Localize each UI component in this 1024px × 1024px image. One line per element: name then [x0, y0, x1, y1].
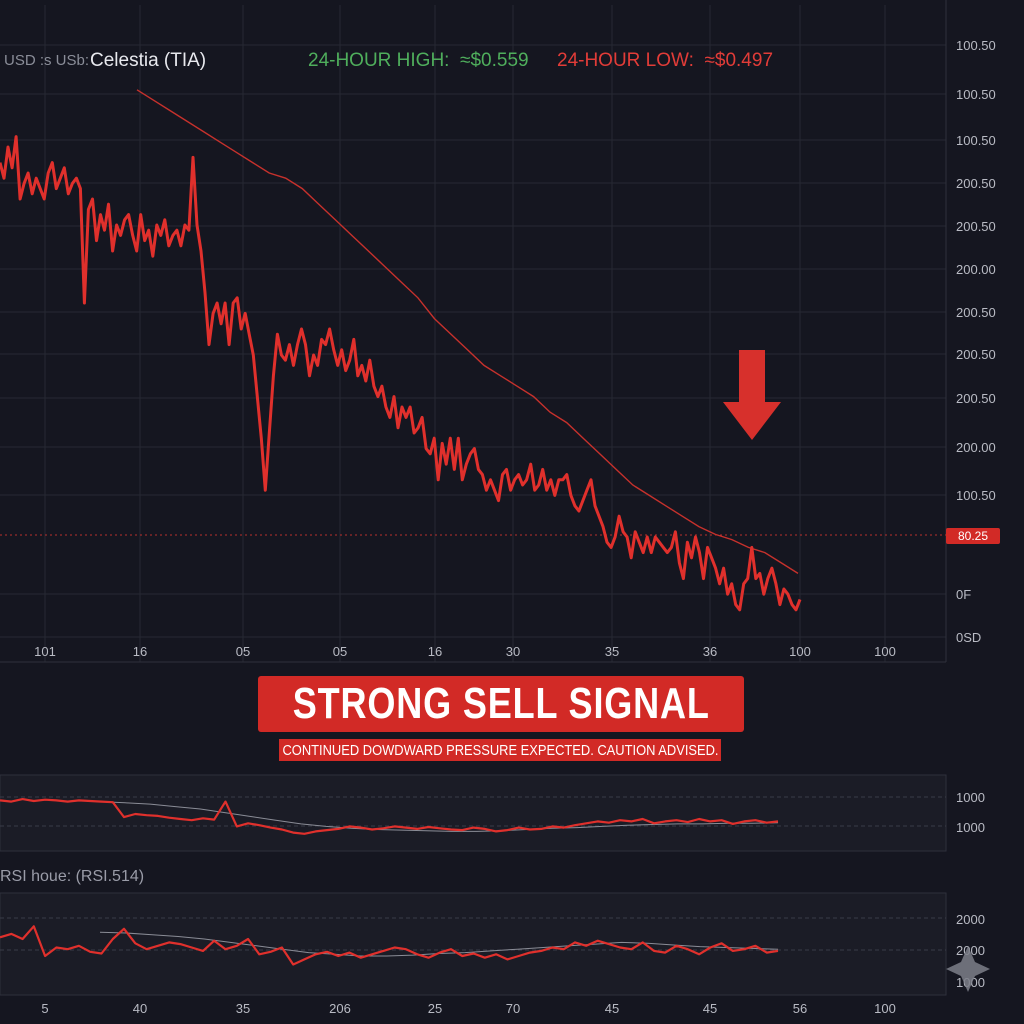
rsi-x-tick-label: 70	[506, 1001, 520, 1016]
sell-signal-subtitle: CONTINUED DOWDWARD PRESSURE EXPECTED. CA…	[279, 739, 721, 761]
x-tick-label: 36	[703, 644, 717, 659]
y-tick-label: 100.50	[956, 488, 996, 503]
x-tick-label: 35	[605, 644, 619, 659]
y-tick-label: 200.50	[956, 391, 996, 406]
rsi-y-tick-label: 2000	[956, 943, 985, 958]
x-tick-label: 101	[34, 644, 56, 659]
indicator-signal-line	[99, 801, 779, 832]
x-tick-label: 30	[506, 644, 520, 659]
rsi-x-tick-label: 206	[329, 1001, 351, 1016]
y-tick-label: 200.50	[956, 176, 996, 191]
y-tick-label: 200.00	[956, 262, 996, 277]
indicator-panel-frame	[0, 774, 947, 852]
low-label: 24-HOUR LOW:	[557, 50, 694, 71]
rsi-x-tick-label: 5	[41, 1001, 48, 1016]
high-label: 24-HOUR HIGH:	[308, 50, 450, 71]
price-series	[0, 135, 802, 612]
x-tick-label: 16	[428, 644, 442, 659]
rsi-panel-frame	[0, 892, 947, 996]
y-tick-label: 0F	[956, 587, 971, 602]
moving-average-line	[136, 89, 799, 574]
indicator-y-tick-label: 1000	[956, 790, 985, 805]
current-price-label: 80.25	[958, 529, 988, 543]
y-tick-label: 100.50	[956, 133, 996, 148]
main-y-axis: 100.50 100.50 100.50 200.50 200.50 200.00 200.…	[956, 38, 996, 645]
rsi-x-tick-label: 100	[874, 1001, 896, 1016]
rsi-y-tick-label: 2000	[956, 912, 985, 927]
y-tick-label: 200.50	[956, 347, 996, 362]
rsi-x-tick-label: 35	[236, 1001, 250, 1016]
high-value: ≈$0.559	[460, 50, 529, 71]
main-chart-grid	[0, 0, 947, 663]
low-stat: 24-HOUR LOW: ≈$0.497	[557, 50, 773, 72]
y-tick-label: 200.00	[956, 440, 996, 455]
rsi-x-tick-label: 45	[703, 1001, 717, 1016]
down-arrow-icon	[723, 350, 781, 440]
price-line	[0, 135, 802, 612]
currency-pair-label: USD :s USb:	[4, 52, 90, 69]
rsi-x-tick-label: 25	[428, 1001, 442, 1016]
indicator-line	[0, 797, 779, 835]
rsi-x-tick-label: 45	[605, 1001, 619, 1016]
y-tick-label: 100.50	[956, 38, 996, 53]
rsi-panel: 200020001000540352062570454556100	[0, 892, 985, 1016]
diamond-star-icon	[946, 946, 990, 992]
x-tick-label: 05	[236, 644, 250, 659]
sell-signal-subtitle-text: CONTINUED DOWDWARD PRESSURE EXPECTED. CA…	[281, 741, 719, 759]
rsi-line	[0, 925, 779, 966]
indicator-panel: 1000 1000	[0, 774, 985, 852]
indicator-y-tick-label: 1000	[956, 820, 985, 835]
x-tick-label: 16	[133, 644, 147, 659]
main-x-axis: 101 16 05 05 16 30 35 36 100 100	[34, 644, 896, 659]
y-tick-label: 200.50	[956, 305, 996, 320]
high-stat: 24-HOUR HIGH: ≈$0.559	[308, 50, 529, 72]
sell-signal-banner: STRONG SELL SIGNAL	[258, 676, 744, 732]
x-tick-label: 05	[333, 644, 347, 659]
x-tick-label: 100	[874, 644, 896, 659]
rsi-x-tick-label: 40	[133, 1001, 147, 1016]
rsi-panel-title: RSI houe: (RSI.514)	[0, 868, 145, 885]
asset-name: Celestia (TIA)	[90, 50, 207, 71]
low-value: ≈$0.497	[704, 50, 774, 71]
y-tick-label: 200.50	[956, 219, 996, 234]
sell-signal-title: STRONG SELL SIGNAL	[292, 679, 710, 728]
y-tick-label: 100.50	[956, 87, 996, 102]
moving-average-series	[136, 89, 799, 574]
x-tick-label: 100	[789, 644, 811, 659]
current-price-tag: 80.25	[946, 528, 1000, 544]
rsi-x-tick-label: 56	[793, 1001, 807, 1016]
y-tick-label: 0SD	[956, 630, 981, 645]
